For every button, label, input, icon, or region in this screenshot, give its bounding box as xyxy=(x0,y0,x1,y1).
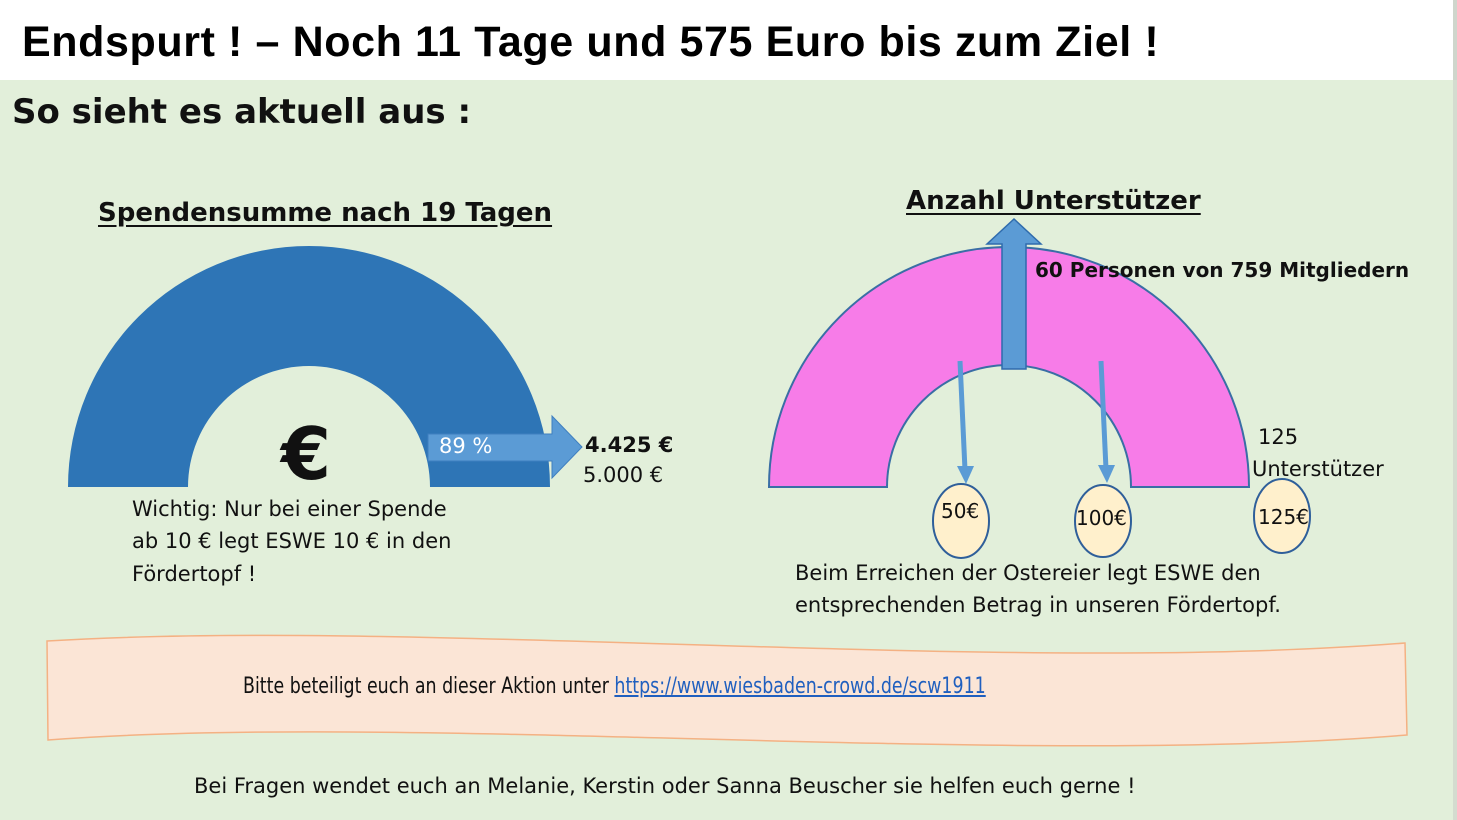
egg-125 xyxy=(1253,478,1311,554)
milestone-arrow-50 xyxy=(957,360,974,484)
donation-note-line-3: Fördertopf ! xyxy=(132,562,257,586)
supporters-heading: Anzahl Unterstützer xyxy=(906,186,1201,216)
egg-label-125: 125€ xyxy=(1258,505,1309,529)
title-bar: Endspurt ! – Noch 11 Tage und 575 Euro b… xyxy=(0,0,1457,80)
donation-note-line-1: Wichtig: Nur bei einer Spende xyxy=(132,497,447,521)
slide-edge xyxy=(1453,80,1457,820)
crowdfunding-link[interactable]: https://www.wiesbaden-crowd.de/scw1911 xyxy=(614,674,986,699)
milestone-arrow-100 xyxy=(1098,360,1115,483)
supporters-max-number: 125 xyxy=(1258,425,1299,449)
euro-icon: € xyxy=(281,412,332,496)
banner-text: Bitte beteiligt euch an dieser Aktion un… xyxy=(243,674,986,699)
supporters-max-label: Unterstützer xyxy=(1252,457,1384,481)
current-amount: 4.425 € xyxy=(585,433,674,457)
egg-label-50: 50€ xyxy=(941,499,980,523)
banner-label: Bitte beteiligt euch an dieser Aktion un… xyxy=(243,674,615,699)
donation-percent-label: 89 % xyxy=(439,434,493,458)
page-title: Endspurt ! – Noch 11 Tage und 575 Euro b… xyxy=(22,18,1160,66)
subtitle: So sieht es aktuell aus : xyxy=(12,92,472,132)
donations-heading: Spendensumme nach 19 Tagen xyxy=(98,198,553,228)
donation-progress-arrow xyxy=(427,414,583,480)
footer-contact-text: Bei Fragen wendet euch an Melanie, Kerst… xyxy=(194,774,1136,798)
donation-gauge xyxy=(68,246,550,487)
supporters-note-line-1: Beim Erreichen der Ostereier legt ESWE d… xyxy=(795,561,1261,585)
info-banner xyxy=(46,634,1408,747)
egg-100 xyxy=(1074,484,1132,558)
egg-50 xyxy=(932,483,990,559)
egg-label-100: 100€ xyxy=(1076,506,1127,530)
goal-amount: 5.000 € xyxy=(583,463,664,487)
supporters-note-line-2: entsprechenden Betrag in unseren Fördert… xyxy=(795,593,1281,617)
supporters-count-label: 60 Personen von 759 Mitgliedern xyxy=(1035,258,1410,282)
supporters-count-arrow xyxy=(985,217,1043,370)
donation-note-line-2: ab 10 € legt ESWE 10 € in den xyxy=(132,529,452,553)
